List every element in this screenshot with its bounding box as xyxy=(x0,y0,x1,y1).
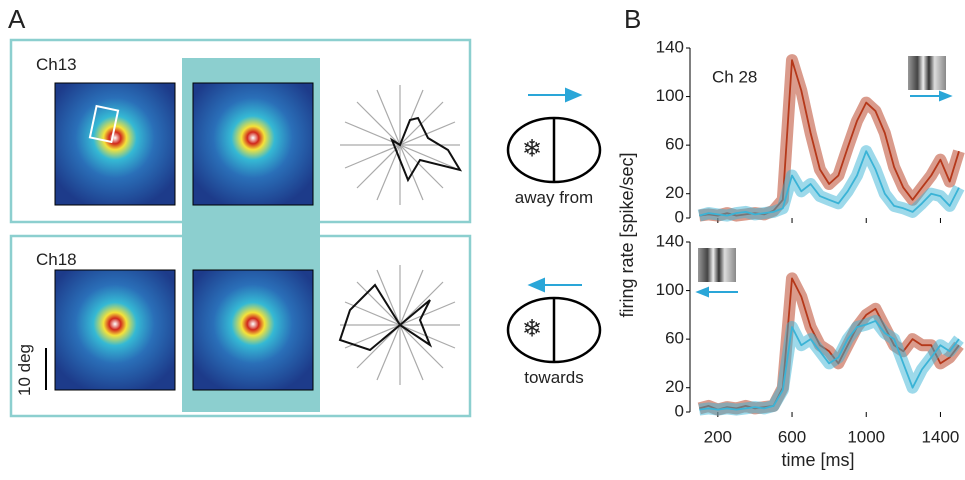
y-tick-label: 140 xyxy=(656,231,684,250)
svg-text:❄: ❄ xyxy=(522,135,542,162)
panel-letter: A xyxy=(8,4,26,34)
heatmap xyxy=(55,83,175,205)
heatmap xyxy=(55,270,175,390)
grating-icon xyxy=(698,248,736,282)
y-tick-label: 60 xyxy=(665,135,684,154)
band xyxy=(699,321,959,410)
y-tick-label: 60 xyxy=(665,329,684,348)
y-axis-label: firing rate [spike/sec] xyxy=(617,152,637,317)
x-tick-label: 1400 xyxy=(922,427,960,446)
direction-label: away from xyxy=(515,188,593,207)
annotation: Ch 28 xyxy=(712,67,757,86)
y-tick-label: 20 xyxy=(665,377,684,396)
channel-label: Ch18 xyxy=(36,250,77,269)
y-tick-label: 100 xyxy=(656,86,684,105)
y-tick-label: 0 xyxy=(675,401,684,420)
arrow: ❄ ❄ xyxy=(522,89,582,342)
figure: A B Ch13 Ch18 10 deg ❄ ❄ away from towar… xyxy=(0,0,965,475)
y-tick-label: 20 xyxy=(665,183,684,202)
grating-icon xyxy=(908,56,946,90)
heatmap xyxy=(193,83,313,205)
svg-text:❄: ❄ xyxy=(522,315,542,342)
x-axis-label: time [ms] xyxy=(781,450,854,470)
x-tick-label: 1000 xyxy=(847,427,885,446)
panel-letter: B xyxy=(624,4,641,34)
direction-label: towards xyxy=(524,368,584,387)
channel-label: Ch13 xyxy=(36,55,77,74)
heatmap xyxy=(193,270,313,390)
line xyxy=(699,278,959,409)
x-tick-label: 600 xyxy=(778,427,806,446)
y-tick-label: 0 xyxy=(675,207,684,226)
y-tick-label: 140 xyxy=(656,37,684,56)
x-tick-label: 200 xyxy=(704,427,732,446)
y-tick-label: 100 xyxy=(656,280,684,299)
scale-label: 10 deg xyxy=(15,344,34,396)
